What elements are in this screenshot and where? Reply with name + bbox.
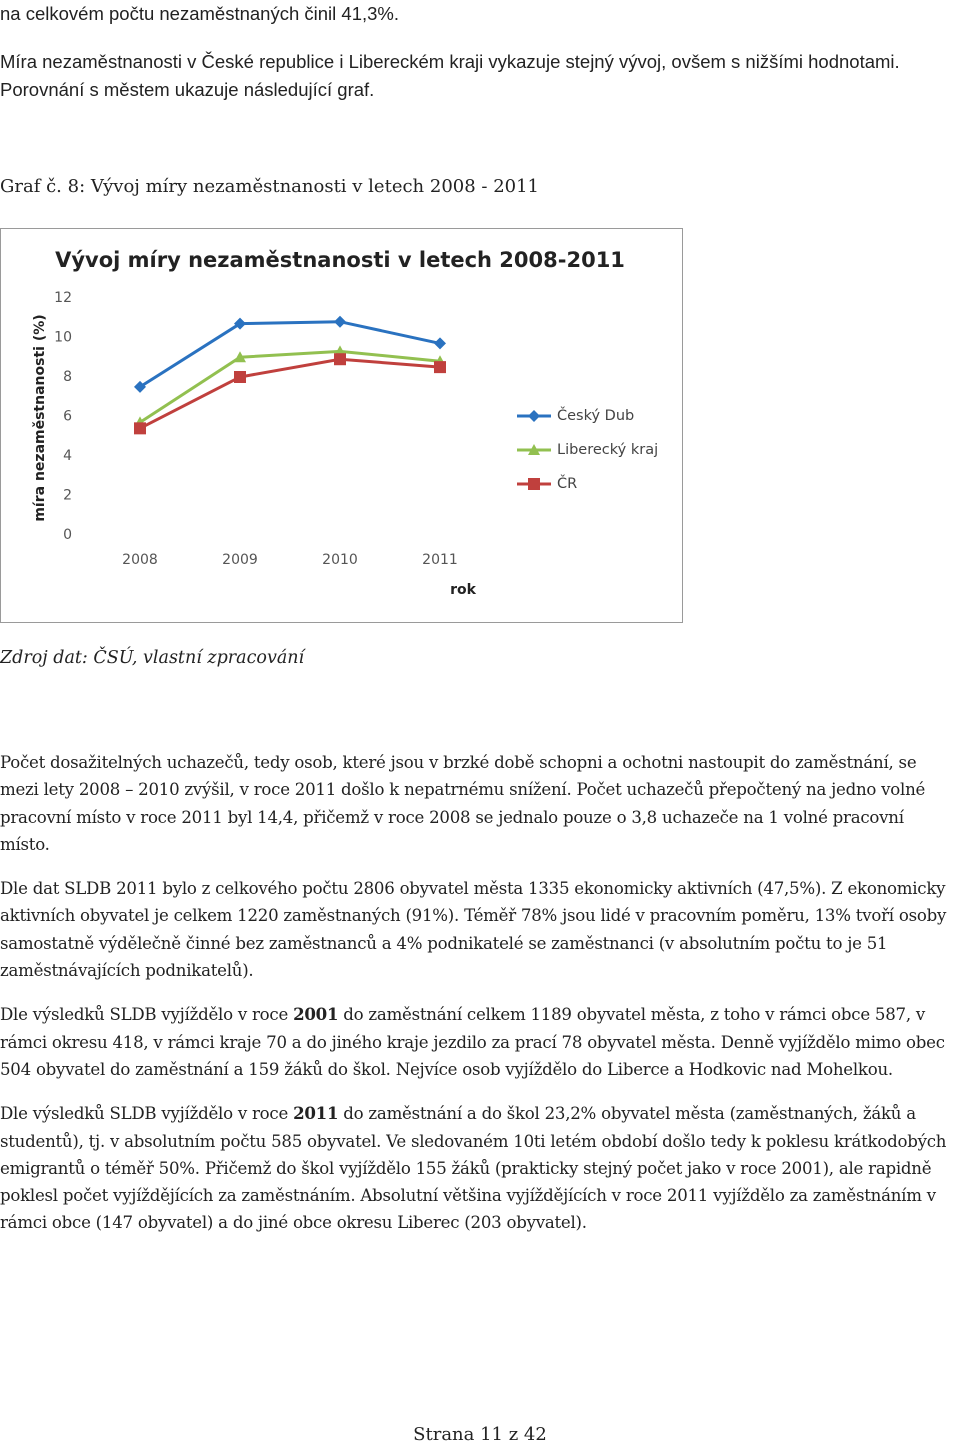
y-tick-label: 10 xyxy=(54,330,72,346)
data-point xyxy=(434,337,446,350)
chart-frame xyxy=(0,228,683,623)
text-run: do zaměstnání celkem 1189 obyvatel města… xyxy=(0,1005,945,1079)
text-run: Dle výsledků SLDB vyjíždělo v roce xyxy=(0,1104,294,1124)
paragraph: Počet dosažitelných uchazečů, tedy osob,… xyxy=(0,753,926,854)
data-point xyxy=(528,410,540,422)
page-footer: Strana 11 z 42 xyxy=(413,1424,547,1445)
series-line xyxy=(139,320,441,389)
paragraph: Míra nezaměstnanosti v České republice i… xyxy=(0,51,900,100)
data-point xyxy=(234,371,246,383)
x-tick-label: 2009 xyxy=(222,552,258,568)
figure-caption: Graf č. 8: Vývoj míry nezaměstnanosti v … xyxy=(0,176,540,197)
legend-label: Liberecký kraj xyxy=(557,442,658,458)
chart: Vývoj míry nezaměstnanosti v letech 2008… xyxy=(0,228,683,623)
data-point xyxy=(234,351,246,363)
paragraph: Dle výsledků SLDB vyjíždělo v roce 2001 … xyxy=(0,1001,958,1083)
x-tick-label: 2010 xyxy=(322,552,358,568)
series-line xyxy=(139,349,441,424)
data-point xyxy=(334,353,346,366)
data-point xyxy=(528,478,540,490)
bold-year: 2001 xyxy=(293,1004,339,1025)
x-axis-label: rok xyxy=(450,582,477,598)
x-tick-label: 2008 xyxy=(122,552,158,568)
data-point xyxy=(134,422,146,435)
series-line xyxy=(139,357,441,430)
paragraph: Dle dat SLDB 2011 bylo z celkového počtu… xyxy=(0,879,947,981)
data-point xyxy=(434,361,446,374)
y-axis-label: míra nezaměstnanosti (%) xyxy=(32,314,48,521)
y-tick-label: 0 xyxy=(63,527,72,543)
body-text: Počet dosažitelných uchazečů, tedy osob,… xyxy=(0,749,958,1254)
chart-title: Vývoj míry nezaměstnanosti v letech 2008… xyxy=(55,248,625,272)
paragraph: Dle výsledků SLDB vyjíždělo v roce 2011 … xyxy=(0,1100,958,1236)
y-tick-label: 4 xyxy=(63,448,72,464)
bold-year: 2011 xyxy=(293,1103,339,1124)
text-run: do zaměstnání a do škol 23,2% obyvatel m… xyxy=(0,1104,947,1233)
data-point xyxy=(528,444,540,455)
legend-label: ČR xyxy=(557,474,577,492)
data-point xyxy=(334,315,346,328)
legend-label: Český Dub xyxy=(557,406,634,424)
y-tick-label: 12 xyxy=(54,290,72,306)
text-run: Dle výsledků SLDB vyjíždělo v roce xyxy=(0,1005,294,1025)
data-point xyxy=(234,317,246,330)
y-tick-label: 2 xyxy=(63,488,72,504)
y-tick-label: 6 xyxy=(63,409,72,425)
x-tick-label: 2011 xyxy=(422,552,458,568)
data-point xyxy=(134,380,146,393)
y-tick-label: 8 xyxy=(63,369,72,385)
paragraph: na celkovém počtu nezaměstnaných činil 4… xyxy=(0,3,399,24)
source-note: Zdroj dat: ČSÚ, vlastní zpracování xyxy=(0,648,305,668)
